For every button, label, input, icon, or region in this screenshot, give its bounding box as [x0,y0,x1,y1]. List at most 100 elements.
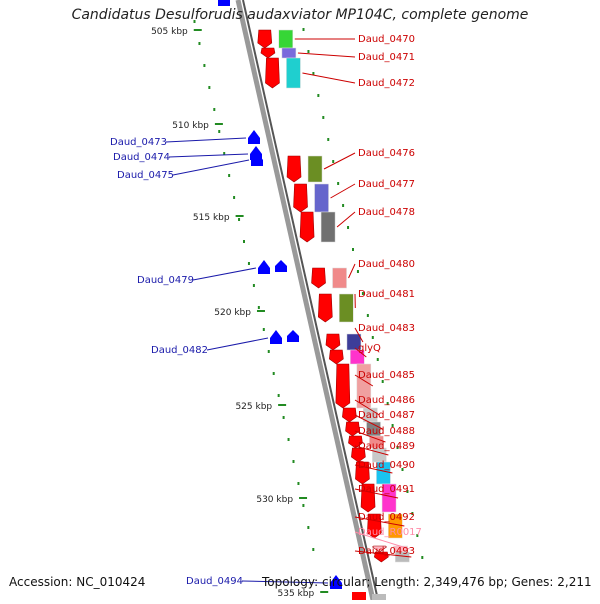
ruler-label: 520 kbp [214,308,251,318]
gene-arrow-reverse [275,260,287,272]
ruler-dot [203,64,205,67]
gene-label-forward: Daud_0490 [358,460,415,471]
gene-arrow-reverse [258,260,270,274]
track-dot [357,270,359,273]
gene-label-reverse: Daud_0473 [110,137,167,148]
ruler-dot [268,350,270,353]
gene-label-forward: Daud_0481 [358,289,415,300]
ruler-dot [263,328,265,331]
track-dot [332,160,334,163]
ruler-dot [273,372,275,375]
backbone-inner [243,0,378,600]
ruler-dot [243,240,245,243]
gene-arrow-forward [300,212,314,242]
gene-label-forward: Daud_0478 [358,207,415,218]
ruler-label: 510 kbp [172,121,209,131]
gene-label-forward: Daud_0485 [358,370,415,381]
gene-color-block [308,156,322,182]
ruler-dot [208,86,210,89]
ruler-label: 535 kbp [278,589,315,599]
ruler-dot [312,548,314,551]
track-dot [337,182,339,185]
gene-arrow-reverse [287,330,299,342]
gene-arrow-forward [329,350,343,364]
gene-label-leader [331,184,355,198]
track-dot [367,314,369,317]
gene-color-block [315,184,329,212]
ruler-dot [198,42,200,45]
gene-label-leader [173,160,249,175]
track-dot [317,94,319,97]
ruler-dot [228,174,230,177]
ruler-dot [297,482,299,485]
ruler-dot [248,262,250,265]
gene-arrow-reverse [218,0,230,6]
gene-label-forward: Daud_0477 [358,179,415,190]
topology-text: Topology: circular; Length: 2,349,476 bp… [262,575,592,589]
gene-arrow-forward [265,58,279,88]
gene-label-forward: Daud_R0017 [358,527,422,538]
accession-text: Accession: NC_010424 [9,575,145,589]
gene-label-forward: Daud_0483 [358,323,415,334]
gene-color-block [282,48,296,58]
ruler-dot [258,306,260,309]
gene-label-forward: Daud_0480 [358,259,415,270]
track-dot [377,358,379,361]
track-dot [342,204,344,207]
gene-label-leader [169,154,248,157]
gene-color-block [279,30,293,48]
gene-label-forward: Daud_0492 [358,512,415,523]
ruler-dot [307,526,309,529]
gene-arrow-reverse [248,130,260,144]
track-dot [307,50,309,53]
gene-label-leader [193,268,256,280]
gene-label-forward: glyQ [358,343,381,354]
ruler-label: 530 kbp [256,495,293,505]
gene-label-leader [298,53,355,57]
track-dot [421,556,423,559]
gene-label-forward: Daud_0471 [358,52,415,63]
gene-arrow-forward [287,156,301,182]
gene-label-forward: Daud_0488 [358,426,415,437]
ruler-dot [283,416,285,419]
gene-label-reverse: Daud_0475 [117,170,174,181]
gene-label-reverse: Daud_0482 [151,345,208,356]
ruler-dot [218,130,220,133]
track-dot [322,116,324,119]
gene-color-block [333,268,347,288]
gene-arrow-forward [294,184,308,212]
ruler-dot [302,504,304,507]
gene-label-leader [207,338,268,350]
gene-arrow-forward [352,592,366,600]
track-dot [352,248,354,251]
gene-label-leader [324,153,355,169]
gene-label-leader [166,138,246,142]
gene-label-forward: Daud_0476 [358,148,415,159]
ruler-dot [253,284,255,287]
ruler-dot [238,218,240,221]
gene-color-block [372,594,386,600]
ruler-label: 515 kbp [193,213,230,223]
gene-arrow-forward [261,48,275,58]
ruler-label: 505 kbp [151,27,188,37]
gene-label-reverse: Daud_0474 [113,152,170,163]
gene-color-block [321,212,335,242]
ruler-dot [233,196,235,199]
ruler-dot [288,438,290,441]
gene-label-leader [337,212,355,227]
gene-label-forward: Daud_0491 [358,484,415,495]
track-dot [327,138,329,141]
gene-arrow-forward [312,268,326,288]
gene-label-forward: Daud_0489 [358,441,415,452]
gene-arrow-forward [326,334,340,350]
gene-label-forward: Daud_0493 [358,546,415,557]
gene-arrow-forward [258,30,272,48]
genome-title: Candidatus Desulforudis audaxviator MP10… [0,7,600,23]
track-dot [303,28,305,31]
gene-color-block [339,294,353,322]
track-dot [347,226,349,229]
gene-label-forward: Daud_0470 [358,34,415,45]
gene-label-forward: Daud_0487 [358,410,415,421]
